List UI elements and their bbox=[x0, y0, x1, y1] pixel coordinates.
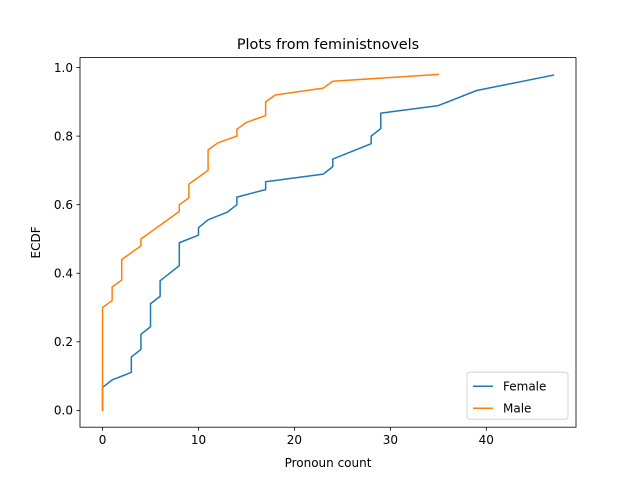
plot-area bbox=[80, 57, 576, 428]
x-axis-label: Pronoun count bbox=[285, 456, 372, 470]
legend: Female Male bbox=[466, 371, 569, 420]
x-tick-label: 20 bbox=[287, 433, 302, 447]
y-tick-label: 0.4 bbox=[54, 267, 73, 281]
y-tick-label: 0.8 bbox=[54, 129, 73, 143]
plot-frame bbox=[79, 57, 577, 428]
x-tick-label: 0 bbox=[99, 433, 107, 447]
series-line-female bbox=[101, 74, 555, 412]
y-tick-label: 0.0 bbox=[54, 404, 73, 418]
legend-label-female: Female bbox=[503, 380, 546, 394]
series-layer bbox=[101, 73, 555, 412]
x-tick-label: 40 bbox=[479, 433, 494, 447]
y-axis: 0.0 0.2 0.4 0.6 0.8 1.0 bbox=[54, 61, 80, 418]
y-axis-label: ECDF bbox=[29, 226, 43, 258]
chart-title: Plots from feministnovels bbox=[237, 37, 419, 53]
x-tick-label: 10 bbox=[191, 433, 206, 447]
series-line-male bbox=[101, 73, 440, 412]
legend-label-male: Male bbox=[503, 402, 531, 416]
x-tick-label: 30 bbox=[383, 433, 398, 447]
y-tick-label: 0.6 bbox=[54, 198, 73, 212]
y-tick-label: 1.0 bbox=[54, 61, 73, 75]
x-axis: 0 10 20 30 40 bbox=[99, 427, 494, 447]
y-tick-label: 0.2 bbox=[54, 335, 73, 349]
